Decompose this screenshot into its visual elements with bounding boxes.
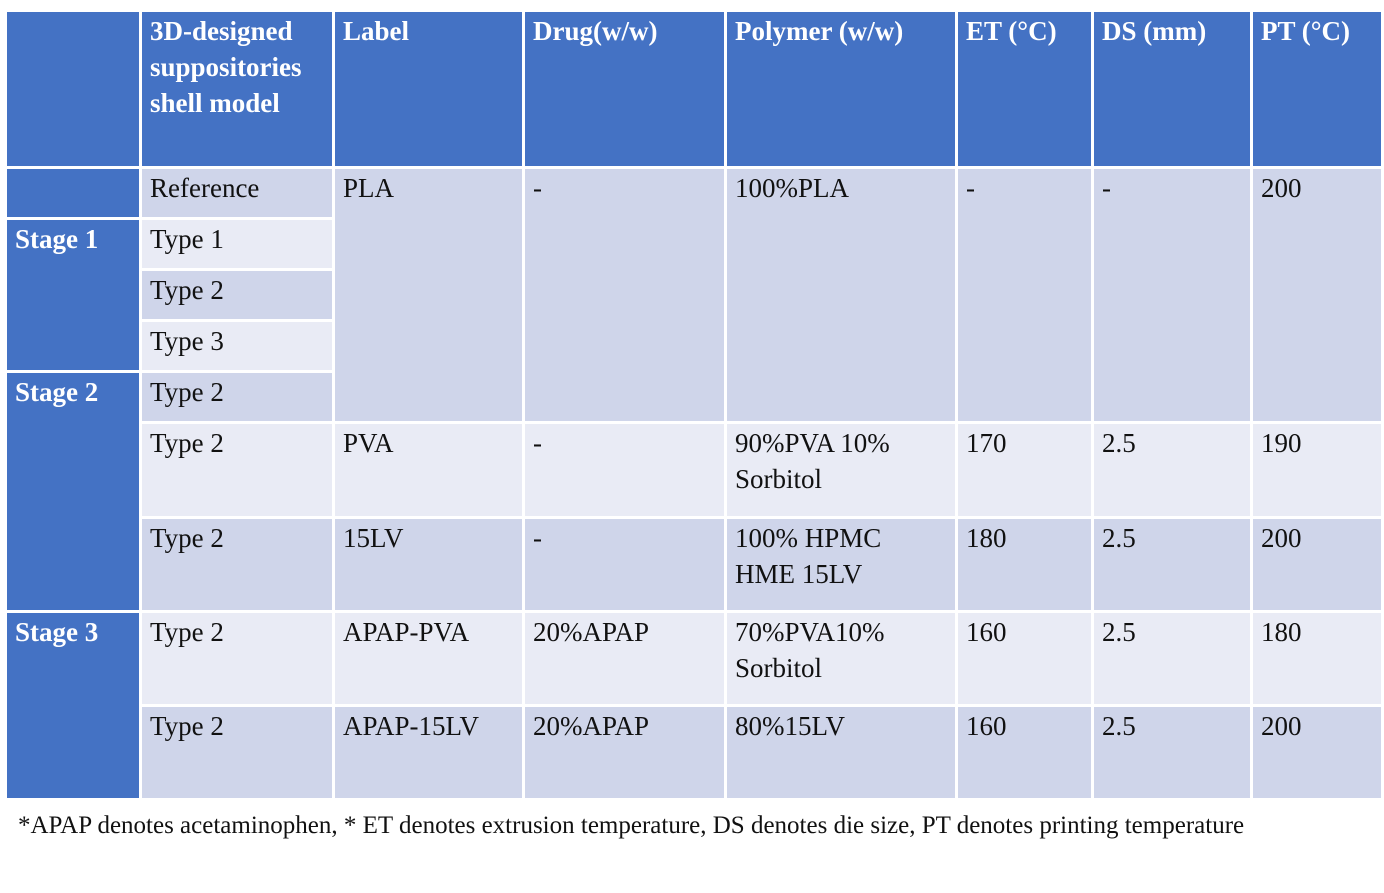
model-cell: Type 2 xyxy=(139,370,335,424)
model-cell: Type 3 xyxy=(139,319,335,373)
stage-cell: Stage 3 xyxy=(4,610,142,801)
et-cell: 180 xyxy=(955,516,1094,613)
drug-cell: - xyxy=(522,516,727,613)
polymer-cell: 90%PVA 10% Sorbitol xyxy=(724,421,958,519)
pt-cell: 200 xyxy=(1250,704,1384,801)
model-cell: Reference xyxy=(139,166,335,220)
model-cell: Type 2 xyxy=(139,421,335,519)
header-row: 3D-designed suppositories shell model La… xyxy=(4,9,1384,169)
pt-cell: 180 xyxy=(1250,610,1384,707)
polymer-cell: 100% HPMC HME 15LV xyxy=(724,516,958,613)
label-cell: APAP-15LV xyxy=(332,704,525,801)
polymer-cell: 80%15LV xyxy=(724,704,958,801)
header-et: ET (°C) xyxy=(955,9,1094,169)
header-drug: Drug(w/w) xyxy=(522,9,727,169)
parameters-table: 3D-designed suppositories shell model La… xyxy=(4,9,1384,801)
table-row: Reference PLA - 100%PLA - - 200 xyxy=(4,166,1384,424)
header-pt: PT (°C) xyxy=(1250,9,1384,169)
header-stage xyxy=(4,9,142,169)
table-row: Type 2 APAP-15LV 20%APAP 80%15LV 160 2.5… xyxy=(6,704,1384,801)
model-cell: Type 2 xyxy=(139,610,335,707)
drug-cell: - xyxy=(522,166,727,424)
label-cell: APAP-PVA xyxy=(332,610,525,707)
header-model: 3D-designed suppositories shell model xyxy=(139,9,335,169)
table-row: Stage 2 Type 2 xyxy=(4,370,1383,613)
drug-cell: 20%APAP xyxy=(522,704,727,801)
et-cell: 160 xyxy=(955,610,1094,707)
stage-cell: Stage 1 xyxy=(4,217,142,373)
header-ds: DS (mm) xyxy=(1091,9,1253,169)
pt-cell: 200 xyxy=(1250,516,1384,613)
table-row: Type 2 xyxy=(6,268,1383,322)
footnote: *APAP denotes acetaminophen, * ET denote… xyxy=(18,812,1245,839)
ds-cell: - xyxy=(1091,166,1253,424)
label-cell: PVA xyxy=(332,421,525,519)
drug-cell: 20%APAP xyxy=(522,610,727,707)
label-cell: PLA xyxy=(332,166,525,424)
ds-cell: 2.5 xyxy=(1091,704,1253,801)
label-cell: 15LV xyxy=(332,516,525,613)
model-cell: Type 2 xyxy=(139,516,335,613)
et-cell: - xyxy=(955,166,1094,424)
ds-cell: 2.5 xyxy=(1091,516,1253,613)
model-cell: Type 1 xyxy=(139,217,335,271)
header-polymer: Polymer (w/w) xyxy=(724,9,958,169)
et-cell: 170 xyxy=(955,421,1094,519)
table-row: Stage 3 Type 2 APAP-PVA 20%APAP 70%PVA10… xyxy=(4,610,1384,801)
ds-cell: 2.5 xyxy=(1091,421,1253,519)
polymer-cell: 70%PVA10% Sorbitol xyxy=(724,610,958,707)
stage-cell: Stage 2 xyxy=(4,370,142,613)
polymer-cell: 100%PLA xyxy=(724,166,958,424)
table-row: Type 2 15LV - 100% HPMC HME 15LV 180 2.5… xyxy=(6,516,1384,613)
stage-cell-empty xyxy=(4,166,142,220)
pt-cell: 200 xyxy=(1250,166,1384,424)
model-cell: Type 2 xyxy=(139,268,335,322)
drug-cell: - xyxy=(522,421,727,519)
table-row: Stage 1 Type 1 xyxy=(4,217,1383,373)
model-cell: Type 2 xyxy=(139,704,335,801)
table-row: Type 2 PVA - 90%PVA 10% Sorbitol 170 2.5… xyxy=(6,421,1384,519)
ds-cell: 2.5 xyxy=(1091,610,1253,707)
pt-cell: 190 xyxy=(1250,421,1384,519)
table-row: Type 3 xyxy=(6,319,1383,373)
header-label: Label xyxy=(332,9,525,169)
et-cell: 160 xyxy=(955,704,1094,801)
